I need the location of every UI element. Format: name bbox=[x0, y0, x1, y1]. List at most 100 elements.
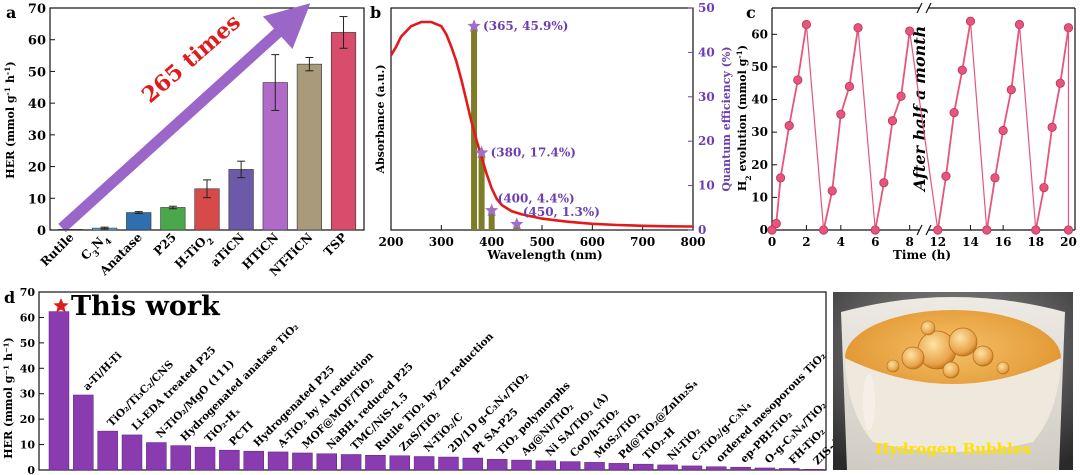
panel-d: d HER (mmol g⁻¹ h⁻¹) 0 10 20 30 40 50 60 70 a-T… bbox=[2, 286, 862, 475]
panel-c-plot bbox=[767, 16, 1074, 235]
panel-a-bar bbox=[330, 32, 357, 231]
panel-c-data-point bbox=[1055, 78, 1065, 88]
panel-a-bar bbox=[228, 169, 254, 231]
this-work-label: This work bbox=[71, 291, 221, 322]
panel-c-cycle-line bbox=[936, 21, 972, 231]
panel-a-y-tick-label: 0 bbox=[37, 224, 46, 239]
growth-annotation: 265 times bbox=[137, 9, 246, 109]
panel-c-data-point bbox=[771, 218, 781, 229]
panel-c-y-tick-label: 10 bbox=[751, 190, 768, 204]
panel-b-qe-label: (365, 45.9%) bbox=[483, 19, 568, 33]
panel-d-bar bbox=[267, 451, 289, 471]
panel-c-data-point bbox=[957, 65, 967, 75]
panel-b-y-axis-label-left: Absorbance (a.u.) bbox=[374, 64, 387, 174]
panel-c-y-tick-label: 60 bbox=[751, 27, 768, 41]
panel-d-bar bbox=[754, 467, 776, 471]
panel-c-cycle-line bbox=[822, 27, 859, 231]
panel-d-bar bbox=[706, 466, 727, 471]
panel-c-reset-line bbox=[805, 24, 825, 231]
panel-a-y-axis-label: HER (mmol g-1 h-1) bbox=[3, 61, 18, 178]
panel-c-x-tick-label: 4 bbox=[837, 235, 845, 249]
panel-c-x-axis-label: Time (h) bbox=[893, 248, 951, 262]
panel-c-x-tick-label: 6 bbox=[871, 235, 879, 249]
panel-c-x-tick-label: 18 bbox=[1027, 235, 1044, 249]
panel-d-bar bbox=[730, 466, 751, 471]
panel-label-c: c bbox=[746, 3, 756, 22]
panel-c-y-axis-label: H2 evolution (mmol g-1) bbox=[735, 45, 753, 191]
panel-b-qe-star bbox=[474, 145, 489, 159]
panel-d-bar bbox=[170, 445, 191, 471]
panel-c-reset-line bbox=[1018, 24, 1037, 231]
panel-d-y-tick-label: 30 bbox=[20, 388, 36, 401]
panel-b-y-tick-label-right: 20 bbox=[698, 134, 715, 148]
panel-c-y-tick-label: 40 bbox=[751, 93, 768, 107]
panel-d-bars bbox=[48, 311, 824, 471]
panel-d-bar bbox=[243, 450, 264, 471]
panel-c-x-tick-label: 2 bbox=[802, 235, 810, 249]
panel-b: b Absorbance (a.u.) Quantum efficiency (… bbox=[370, 1, 733, 262]
panel-c-x-tick-label: 20 bbox=[1060, 235, 1077, 249]
panel-d-bar bbox=[121, 434, 143, 471]
photo-drawing: Hydrogen Bubbles bbox=[833, 292, 1073, 470]
panel-c-axis-break bbox=[925, 224, 932, 236]
panel-c-axis-break bbox=[916, 2, 923, 14]
panel-b-y-tick-label-right: 40 bbox=[698, 45, 715, 59]
panel-d-bar bbox=[73, 394, 94, 471]
panel-d-bar bbox=[438, 456, 459, 471]
panel-c-x-tick-label: 14 bbox=[962, 235, 979, 249]
panel-a-y-tick-label: 10 bbox=[28, 192, 46, 207]
panel-c-data-point bbox=[793, 75, 803, 85]
panel-c-y-tick-label: 0 bbox=[760, 223, 768, 237]
panel-b-qe-label: (450, 1.3%) bbox=[523, 205, 600, 219]
panel-a-bar bbox=[126, 212, 152, 231]
panel-a: a HER (mmol g-1 h-1) 0 10 20 30 40 50 60 70 265… bbox=[3, 2, 365, 279]
panel-c-data-point bbox=[941, 171, 951, 181]
panel-c-x-tick-label: 16 bbox=[995, 235, 1012, 249]
panel-d-y-tick-label: 70 bbox=[20, 286, 36, 299]
panel-d-bar-label: a-Ti/H-Ti bbox=[81, 350, 124, 393]
panel-b-qe-star bbox=[485, 203, 499, 217]
panel-c-data-point bbox=[784, 121, 794, 131]
panel-a-bar bbox=[160, 207, 186, 231]
panel-c-y-tick-label: 30 bbox=[751, 125, 768, 139]
panel-c-reset-line bbox=[857, 27, 876, 231]
panel-c-x-tick-label: 0 bbox=[768, 235, 776, 249]
panel-b-y-tick-label-right: 0 bbox=[698, 223, 706, 237]
panel-b-y-tick-label-right: 50 bbox=[698, 1, 715, 15]
panel-d-bar bbox=[389, 455, 411, 471]
panel-b-x-tick-label: 300 bbox=[429, 235, 454, 249]
panel-d-bar bbox=[584, 462, 605, 471]
panel-d-bar bbox=[146, 442, 167, 471]
growth-arrow bbox=[58, 3, 311, 233]
panel-c-data-point bbox=[1006, 85, 1016, 95]
panel-label-b: b bbox=[370, 3, 381, 22]
panel-b-absorbance-line bbox=[389, 20, 694, 228]
panel-d-bar bbox=[292, 452, 313, 471]
hydrogen-bubbles-photo: Hydrogen Bubbles bbox=[833, 292, 1073, 470]
panel-label-a: a bbox=[6, 3, 16, 22]
panel-c-cycle-line bbox=[874, 30, 911, 231]
panel-c-axis-break bbox=[925, 2, 932, 14]
panel-c-data-point bbox=[767, 225, 777, 235]
panel-d-y-tick-label: 50 bbox=[20, 337, 36, 350]
star-icon bbox=[53, 298, 69, 313]
panel-b-x-tick-label: 500 bbox=[529, 235, 554, 249]
panel-a-y-tick-label: 40 bbox=[28, 97, 46, 112]
panel-d-bar bbox=[219, 449, 240, 471]
panel-d-bar bbox=[803, 468, 824, 471]
panel-b-qe-bar bbox=[488, 210, 495, 230]
panel-d-bar bbox=[340, 454, 362, 471]
panel-a-y-tick-label: 60 bbox=[28, 34, 46, 49]
panel-b-qe-star bbox=[510, 217, 524, 230]
panel-d-y-tick-label: 10 bbox=[20, 439, 36, 452]
panel-c-y-tick-label: 20 bbox=[751, 158, 768, 172]
panel-b-qe-label: (400, 4.4%) bbox=[498, 191, 575, 205]
panel-a-category-label: P25 bbox=[151, 230, 179, 258]
panel-c: c H2 evolution (mmol g-1) Time (h) 01020… bbox=[735, 2, 1077, 262]
panel-b-y-tick-label-right: 10 bbox=[698, 179, 715, 193]
panel-a-bar bbox=[296, 63, 322, 231]
panel-d-bar bbox=[194, 446, 216, 471]
